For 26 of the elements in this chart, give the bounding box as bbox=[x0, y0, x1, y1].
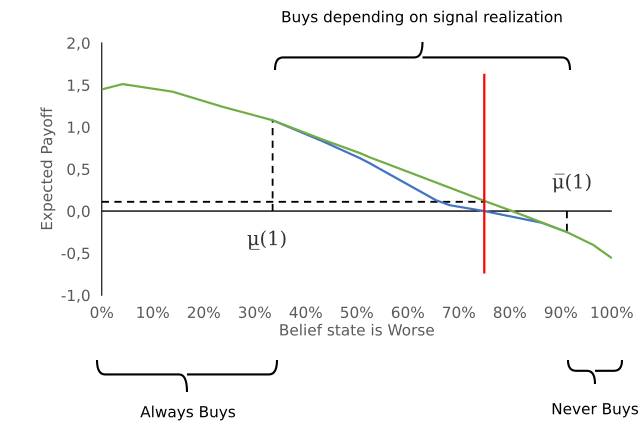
x-tick-label: 10% bbox=[137, 306, 169, 318]
y-tick-label: -0,5 bbox=[62, 248, 90, 261]
y-tick-label: 0,5 bbox=[67, 163, 90, 177]
annotation: μ̅(1) bbox=[552, 174, 591, 192]
x-tick-label: 90% bbox=[544, 306, 577, 318]
y-tick-label: 1,0 bbox=[68, 121, 90, 135]
y-axis-title: Expected Payoff bbox=[40, 107, 56, 230]
x-tick-label: 30% bbox=[238, 306, 271, 318]
x-tick-label: 0% bbox=[90, 306, 114, 318]
text: Always Buys bbox=[140, 406, 236, 420]
line-series bbox=[102, 82, 612, 260]
x-tick-label: 70% bbox=[443, 306, 475, 318]
text: Buys depending on signal realization bbox=[282, 10, 562, 26]
x-tick-label: 100% bbox=[592, 306, 633, 318]
x-tick-label: 50% bbox=[340, 306, 373, 318]
y-tick-label: 2,0 bbox=[67, 37, 90, 50]
x-axis-title: Belief state is Worse bbox=[280, 324, 434, 336]
annotation: μ̲(1) bbox=[248, 230, 286, 250]
y-tick-label: -1,0 bbox=[62, 290, 90, 303]
x-tick-label: 20% bbox=[188, 306, 220, 318]
x-tick-label: 40% bbox=[290, 306, 322, 318]
x-tick-label: 60% bbox=[392, 306, 424, 318]
y-tick-label: 1,5 bbox=[68, 80, 90, 93]
x-tick-label: 80% bbox=[494, 306, 526, 318]
text: Never Buys bbox=[552, 403, 638, 418]
y-tick-label: 0,0 bbox=[67, 206, 90, 219]
